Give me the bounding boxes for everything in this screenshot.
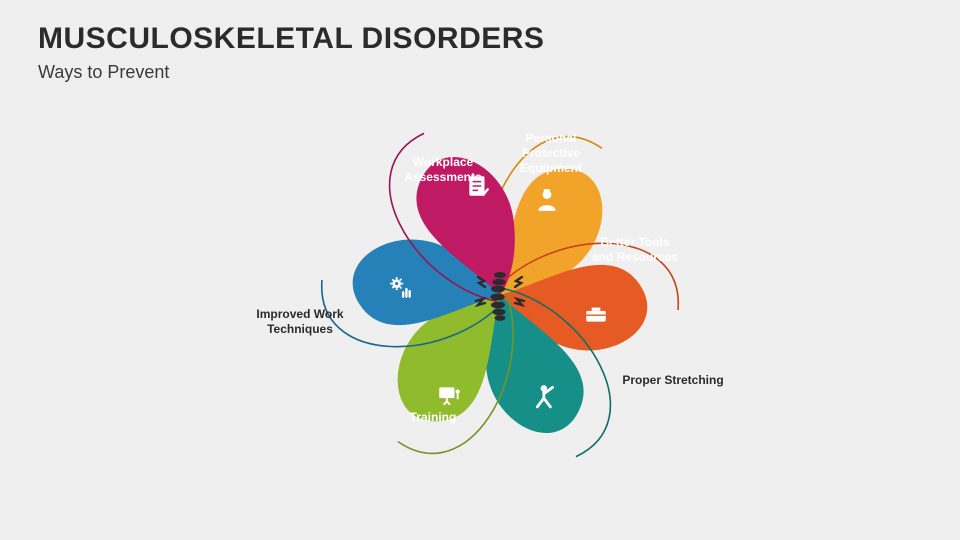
page-subtitle: Ways to Prevent <box>38 62 169 83</box>
spine-icon <box>468 263 532 327</box>
petal-diagram: Personal Protective Equipment Better Too… <box>280 75 720 515</box>
page-title: MUSCULOSKELETAL DISORDERS <box>38 22 544 56</box>
